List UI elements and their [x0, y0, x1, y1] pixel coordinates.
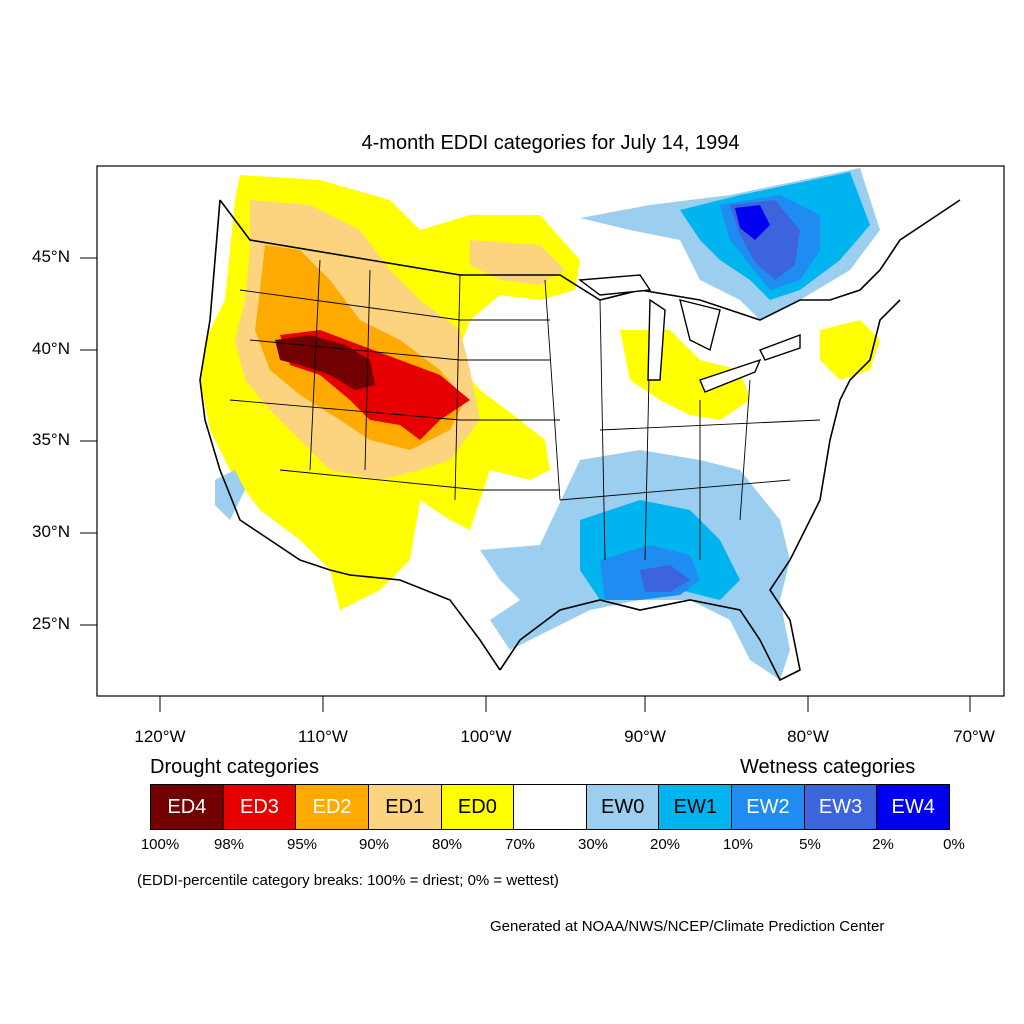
lat-label-45: 45°N	[32, 247, 70, 266]
legend-label-ew2: EW2	[746, 795, 790, 818]
lon-label-70: 70°W	[953, 727, 995, 746]
legend-box-ew1: EW1	[659, 785, 733, 829]
ed4-region	[275, 335, 375, 390]
legend-label-ed3: ED3	[240, 795, 279, 818]
wetness-heading: Wetness categories	[740, 756, 916, 778]
lat-label-35: 35°N	[32, 430, 70, 449]
legend-label-ew0: EW0	[600, 795, 645, 818]
lat-label-25: 25°N	[32, 614, 70, 633]
map-fill-layer	[97, 166, 1004, 696]
legend-box-ed3: ED3	[223, 785, 297, 829]
legend-box-ew4: EW4	[877, 785, 950, 829]
legend-box-ew0: EW0	[586, 785, 660, 829]
credit-line: Generated at NOAA/NWS/NCEP/Climate Predi…	[490, 918, 885, 935]
legend-box-ed2: ED2	[296, 785, 369, 829]
state-boundaries	[229, 259, 821, 561]
legend-label-ed0: ED0	[457, 795, 497, 818]
lon-label-90: 90°W	[624, 727, 666, 746]
pct-label-30: 30%	[577, 836, 609, 853]
lon-label-80: 80°W	[787, 727, 829, 746]
legend-box-normal	[514, 785, 587, 829]
legend-label-ew4: EW4	[891, 795, 935, 818]
pct-label-98: 98%	[213, 836, 245, 853]
legend-box-ed0: ED0	[441, 785, 515, 829]
pct-label-95: 95%	[286, 836, 318, 853]
conus-outline	[199, 199, 961, 682]
ed1-region-dakota	[470, 240, 565, 285]
legend-label-ew1: EW1	[673, 795, 717, 818]
legend-box-ew2: EW2	[732, 785, 805, 829]
legend-label-ed1: ED1	[385, 795, 425, 818]
lon-ticks	[159, 696, 971, 712]
legend-box-ew3: EW3	[804, 785, 878, 829]
legend-box-ed1: ED1	[368, 785, 442, 829]
legend-box-ed4: ED4	[151, 785, 224, 829]
drought-heading: Drought categories	[150, 756, 319, 778]
lon-label-110: 110°W	[298, 727, 348, 746]
lon-label-100: 100°W	[460, 727, 512, 746]
pct-label-5: 5%	[799, 836, 821, 853]
pct-label-90: 90%	[358, 836, 390, 853]
lon-label-120: 120°W	[134, 727, 186, 746]
category-breaks-note: (EDDI-percentile category breaks: 100% =…	[137, 872, 559, 889]
legend-bar: ED4 ED3 ED2 ED1 ED0 EW0 EW1 EW2 EW3 EW4	[150, 784, 950, 830]
ew4-region-north	[735, 205, 770, 240]
pct-label-20: 20%	[649, 836, 681, 853]
lat-label-30: 30°N	[32, 522, 70, 541]
lat-label-40: 40°N	[32, 339, 70, 358]
pct-label-10: 10%	[722, 836, 754, 853]
great-lakes	[578, 274, 801, 393]
legend-label-ed4: ED4	[167, 795, 207, 818]
pct-label-0: 0%	[943, 836, 965, 853]
ew3-region-se	[640, 565, 690, 592]
pct-label-80: 80%	[431, 836, 463, 853]
pct-label-70: 70%	[504, 836, 536, 853]
map-title: 4-month EDDI categories for July 14, 199…	[361, 132, 740, 154]
legend-label-ew3: EW3	[818, 795, 863, 818]
legend-label-ed2: ED2	[312, 795, 352, 818]
pct-label-100: 100%	[140, 836, 180, 853]
lat-ticks	[80, 257, 97, 626]
map-frame	[96, 165, 1005, 697]
pct-label-2: 2%	[872, 836, 894, 853]
